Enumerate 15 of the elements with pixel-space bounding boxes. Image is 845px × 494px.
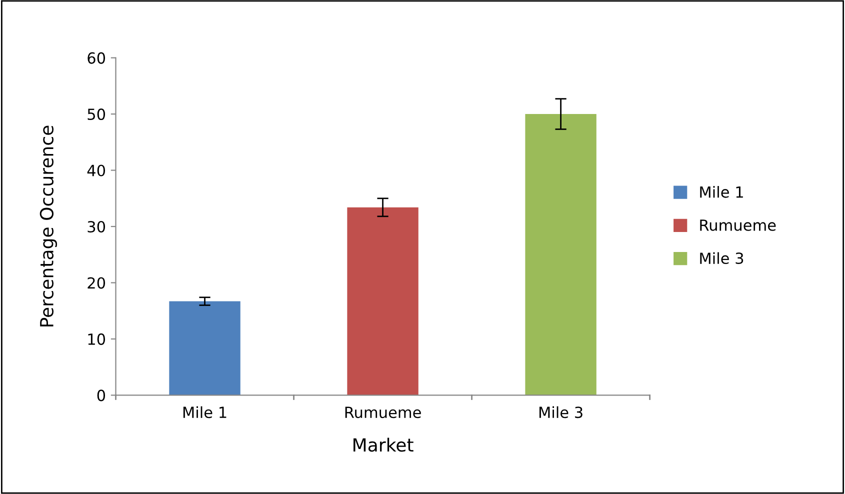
y-tick-label: 10 — [88, 333, 106, 345]
y-tick-label: 0 — [97, 390, 106, 402]
legend-label: Rumueme — [700, 220, 776, 231]
y-axis-title: Percentage Occurence — [40, 126, 58, 326]
legend-label: Mile 3 — [700, 252, 744, 264]
y-tick-label: 50 — [88, 108, 106, 120]
legend-label: Mile 1 — [700, 186, 743, 198]
y-tick-label: 60 — [88, 52, 106, 64]
y-tick-label: 40 — [87, 164, 106, 176]
x-tick-label: Rumueme — [345, 406, 421, 418]
y-tick-label: 30 — [88, 220, 106, 233]
y-tick-label: 20 — [88, 277, 106, 289]
x-tick-label: Mile 1 — [183, 406, 226, 418]
x-axis-title: Market — [354, 438, 414, 452]
x-tick-label: Mile 3 — [539, 406, 582, 418]
